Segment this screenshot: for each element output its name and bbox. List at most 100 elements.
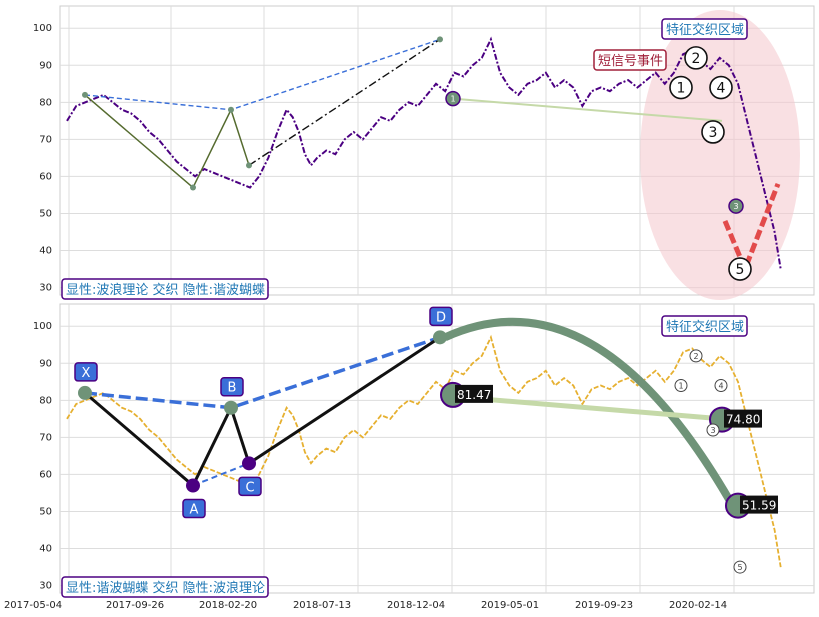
svg-text:显性:谐波蝴蝶 交织 隐性:波浪理论: 显性:谐波蝴蝶 交织 隐性:波浪理论 <box>66 580 265 596</box>
xabcd-label-box <box>238 476 262 497</box>
svg-text:短信号事件: 短信号事件 <box>598 54 663 69</box>
y-tick-label: 100 <box>33 23 52 34</box>
x-tick-label: 2019-09-23 <box>575 600 633 611</box>
top-overlay: 1 2 3 4 5 1 3 <box>82 36 781 281</box>
svg-text:特征交织区域: 特征交织区域 <box>666 319 744 335</box>
y-tick-label: 90 <box>39 60 52 71</box>
xabcd-label-box <box>429 306 453 327</box>
harmonic-point <box>228 106 234 113</box>
bottom-wave-label: 5 <box>733 560 747 574</box>
projection-arc <box>443 317 742 518</box>
x-tick-label: 2018-12-04 <box>387 600 445 611</box>
harmonic-point <box>437 36 443 43</box>
xabcd-label-text: B <box>228 381 237 396</box>
harmonic-path <box>84 94 250 189</box>
x-tick-label: 2019-05-01 <box>481 600 539 611</box>
top-wave-label: 5 <box>728 257 752 281</box>
price-marker-text: 51.59 <box>742 499 776 513</box>
y-tick-label: 40 <box>39 544 52 555</box>
y-tick-label: 40 <box>39 246 52 257</box>
wave-circle <box>669 75 693 100</box>
x-tick-label: 2017-05-04 <box>4 600 62 611</box>
svg-text:特征交织区域: 特征交织区域 <box>666 22 744 38</box>
xabcd-dot <box>78 385 92 400</box>
xabcd-point: A <box>182 478 206 519</box>
wave-label-text: 5 <box>737 563 742 572</box>
xabcd-label-text: A <box>190 503 199 518</box>
bottom-overlay: X A B C D 81.47 74.80 51.59 1 2 3 4 5 <box>74 306 778 574</box>
top-price-line <box>66 36 782 270</box>
wave-circle <box>689 349 703 363</box>
xabcd-dot <box>186 478 200 493</box>
y-tick-label: 50 <box>39 208 52 219</box>
top-small-wave-label: 3 <box>728 198 744 214</box>
price-marker-text: 81.47 <box>457 388 491 402</box>
xabcd-label-text: D <box>436 310 446 325</box>
y-tick-label: 50 <box>39 506 52 517</box>
wave-circle <box>684 46 708 70</box>
small-wave-circle <box>445 90 461 107</box>
top-feature-zone-label: 特征交织区域 <box>661 18 748 40</box>
bottom-wave-label: 4 <box>714 379 728 393</box>
y-tick-label: 80 <box>39 395 52 406</box>
y-tick-label: 60 <box>39 469 52 480</box>
xabcd-point: D <box>429 306 453 345</box>
y-tick-label: 30 <box>39 581 52 592</box>
small-wave-text: 3 <box>733 202 738 211</box>
wave-circle <box>709 75 733 100</box>
price-marker-box <box>724 409 762 428</box>
xabcd-label-text: X <box>82 366 91 381</box>
top-wave-label: 1 <box>669 75 693 100</box>
price-marker: 51.59 <box>725 492 778 519</box>
y-tick-label: 70 <box>39 134 52 145</box>
x-tick-labels: 2017-05-04 2017-09-26 2018-02-20 2018-07-13… <box>4 600 727 611</box>
small-wave-text: 1 <box>450 95 455 104</box>
x-tick-label: 2018-02-20 <box>199 600 257 611</box>
wave-label-text: 1 <box>677 81 686 97</box>
y-tick-labels: 30 30 40 40 50 50 60 60 70 70 80 80 90 90 100 100 <box>33 23 52 591</box>
wave-circle <box>674 379 688 393</box>
wave-label-text: 4 <box>718 382 723 391</box>
small-wave-circle <box>728 198 744 214</box>
y-tick-label: 60 <box>39 171 52 182</box>
wave-label-text: 4 <box>717 81 726 97</box>
harmonic-cd-line <box>248 38 441 166</box>
y-tick-label: 70 <box>39 432 52 443</box>
xabcd-label-text: C <box>245 480 254 495</box>
wave-circle <box>714 379 728 393</box>
top-small-wave-label: 1 <box>445 90 461 107</box>
wave-circle <box>701 120 725 144</box>
wave-label-text: 1 <box>678 382 683 391</box>
bottom-panel <box>59 303 815 594</box>
x-tick-label: 2020-02-14 <box>669 600 727 611</box>
top-legend-label: 显性:波浪理论 交织 隐性:谐波蝴蝶 <box>61 278 269 300</box>
bottom-price-line <box>66 334 782 568</box>
guide-line <box>452 394 723 422</box>
xabcd-label-box <box>220 376 244 397</box>
xabcd-dot <box>224 400 238 415</box>
bottom-legend-label: 显性:谐波蝴蝶 交织 隐性:波浪理论 <box>61 576 269 598</box>
bottom-wave-label: 3 <box>706 423 720 437</box>
bottom-feature-zone-label: 特征交织区域 <box>661 315 748 337</box>
wave-label-text: 3 <box>709 125 718 141</box>
top-wave-label: 3 <box>701 120 725 144</box>
wave-circle <box>706 423 720 437</box>
xabcd-point: B <box>220 376 244 415</box>
top-wave-label: 4 <box>709 75 733 100</box>
x-tick-label: 2017-09-26 <box>106 600 164 611</box>
y-tick-label: 100 <box>33 321 52 332</box>
price-marker-text: 74.80 <box>726 413 760 427</box>
svg-text:显性:波浪理论 交织 隐性:谐波蝴蝶: 显性:波浪理论 交织 隐性:谐波蝴蝶 <box>66 282 265 298</box>
harmonic-point <box>246 162 252 169</box>
bottom-wave-label: 2 <box>689 349 703 363</box>
xabcd-dot <box>433 330 447 345</box>
bottom-wave-label: 1 <box>674 379 688 393</box>
wave-guide-line <box>452 97 723 122</box>
xabcd-label-box <box>182 498 206 519</box>
y-tick-label: 90 <box>39 358 52 369</box>
xabcd-label-box <box>74 362 98 382</box>
price-marker-box <box>455 384 493 403</box>
top-wave-label: 2 <box>684 46 708 70</box>
wave-label-text: 2 <box>693 352 698 361</box>
